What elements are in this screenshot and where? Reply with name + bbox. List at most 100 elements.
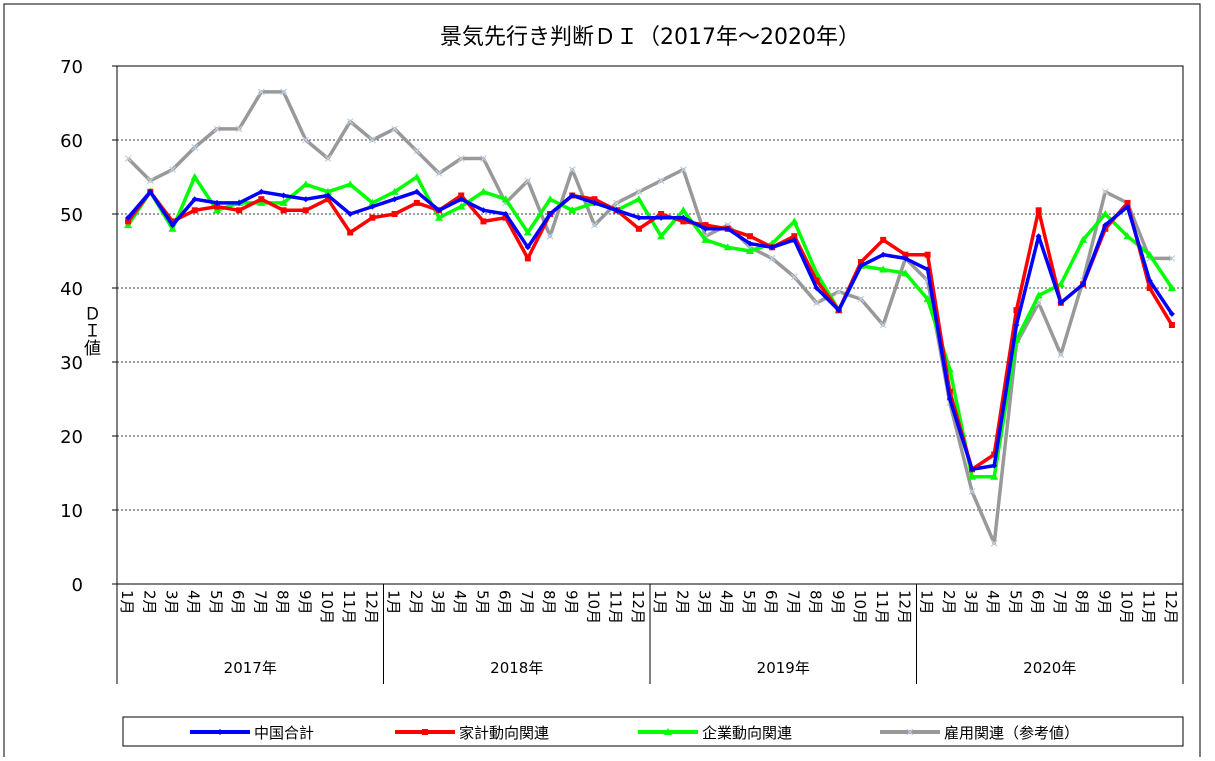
point xyxy=(923,295,932,303)
point xyxy=(946,396,953,402)
x-tick-label: 10月 xyxy=(584,590,602,624)
point xyxy=(969,466,976,473)
point xyxy=(791,233,798,240)
point xyxy=(568,166,576,174)
x-tick-label: 10月 xyxy=(851,590,869,624)
point xyxy=(191,143,199,151)
point xyxy=(213,125,221,133)
point xyxy=(391,211,398,217)
point xyxy=(635,225,642,232)
y-axis-label: ＤＩ値 xyxy=(80,305,101,356)
point xyxy=(323,187,332,195)
point xyxy=(835,288,843,296)
point xyxy=(1124,199,1131,206)
x-tick-label: 11月 xyxy=(607,590,625,624)
point xyxy=(125,218,132,225)
y-tick-label: 30 xyxy=(60,353,83,374)
chart-frame xyxy=(3,3,1201,761)
series-line xyxy=(126,190,1174,472)
point xyxy=(1101,188,1109,196)
point xyxy=(368,136,376,144)
point xyxy=(280,207,287,214)
point xyxy=(258,188,265,195)
x-tick-label: 4月 xyxy=(718,590,736,615)
point xyxy=(924,251,931,258)
point xyxy=(857,295,865,303)
y-tick-label: 0 xyxy=(72,575,83,596)
x-group-label: 2020年 xyxy=(1023,659,1076,677)
x-tick-label: 10月 xyxy=(318,590,336,624)
point xyxy=(524,244,531,251)
x-tick-label: 4月 xyxy=(185,590,203,615)
x-tick-label: 9月 xyxy=(296,590,314,615)
x-tick-label: 2月 xyxy=(673,590,691,615)
point xyxy=(413,199,420,206)
x-tick-label: 7月 xyxy=(518,590,536,615)
point xyxy=(391,125,399,133)
point xyxy=(480,218,487,225)
x-tick-label: 2月 xyxy=(140,590,158,615)
point xyxy=(769,244,776,251)
y-tick-label: 60 xyxy=(60,131,83,152)
point xyxy=(124,221,133,229)
point xyxy=(302,207,309,214)
point xyxy=(124,155,132,162)
point xyxy=(213,203,220,210)
point xyxy=(1168,310,1175,317)
point xyxy=(658,211,665,217)
x-tick-label: 1月 xyxy=(651,590,669,615)
x-tick-label: 4月 xyxy=(984,590,1002,615)
x-tick-label: 8月 xyxy=(807,590,825,615)
point xyxy=(1013,322,1020,328)
series-line xyxy=(126,190,1174,472)
point xyxy=(1080,281,1087,288)
point xyxy=(813,285,820,291)
point xyxy=(480,207,487,214)
point xyxy=(346,118,354,125)
x-tick-label: 4月 xyxy=(451,590,469,615)
point xyxy=(1034,291,1043,299)
x-tick-label: 3月 xyxy=(696,590,714,615)
point xyxy=(857,262,864,269)
point xyxy=(458,196,465,203)
x-tick-label: 6月 xyxy=(762,590,780,615)
point xyxy=(413,147,421,155)
point xyxy=(635,214,642,221)
x-tick-label: 3月 xyxy=(962,590,980,615)
x-tick-label: 7月 xyxy=(1051,590,1069,615)
x-tick-label: 6月 xyxy=(496,590,514,615)
point xyxy=(924,266,931,273)
point xyxy=(702,225,709,232)
point xyxy=(191,207,198,214)
point xyxy=(168,224,177,232)
point xyxy=(524,255,531,262)
x-tick-label: 1月 xyxy=(385,590,403,615)
point xyxy=(435,169,443,177)
y-tick-label: 20 xyxy=(60,427,83,448)
point xyxy=(458,192,465,199)
point xyxy=(813,277,820,284)
point xyxy=(901,269,910,277)
point xyxy=(347,229,354,236)
point xyxy=(257,88,265,96)
point xyxy=(569,192,576,199)
point xyxy=(768,254,776,262)
point xyxy=(523,228,532,236)
point xyxy=(324,155,332,162)
point xyxy=(1145,250,1154,258)
x-tick-label: 11月 xyxy=(340,590,358,624)
point xyxy=(879,265,888,273)
point xyxy=(568,206,577,214)
point xyxy=(591,221,598,229)
x-tick-label: 12月 xyxy=(362,590,380,624)
x-tick-label: 10月 xyxy=(1117,590,1135,624)
x-tick-label: 9月 xyxy=(829,590,847,615)
point xyxy=(1167,284,1176,291)
legend-label: 雇用関連（参考値） xyxy=(944,724,1079,742)
point xyxy=(413,188,420,195)
point xyxy=(790,273,798,281)
point xyxy=(1035,207,1042,214)
point xyxy=(835,307,842,314)
point xyxy=(657,177,665,185)
point xyxy=(880,251,887,258)
